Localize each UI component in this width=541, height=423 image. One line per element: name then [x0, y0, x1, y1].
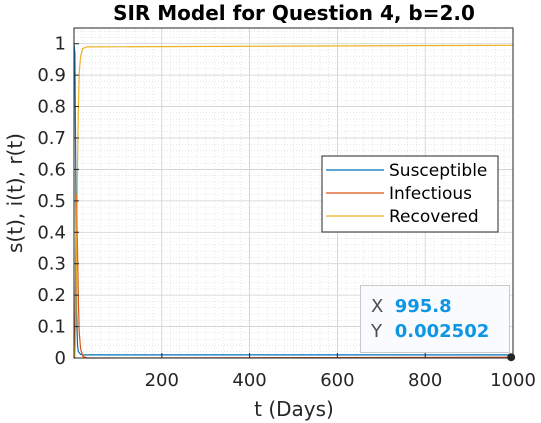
x-axis-label: t (Days): [254, 397, 334, 421]
series-line-susceptible: [73, 43, 513, 356]
y-tick-label: 0.7: [37, 128, 66, 149]
datatip-marker[interactable]: [507, 353, 516, 362]
y-tick-label: 0.6: [37, 159, 66, 180]
x-tick-label: 600: [320, 370, 354, 391]
y-tick-label: 0: [55, 348, 66, 369]
y-tick-label: 0.5: [37, 191, 66, 212]
x-tick-label: 400: [232, 370, 266, 391]
y-tick-label: 0.3: [37, 254, 66, 275]
legend-label: Recovered: [389, 207, 479, 227]
plot-area-border: [73, 27, 514, 359]
y-tick-label: 1: [55, 34, 66, 55]
x-tick-label: 1000: [490, 370, 536, 391]
legend-label: Susceptible: [389, 161, 487, 181]
datatip[interactable]: X 995.8 Y 0.002502: [360, 285, 510, 353]
chart-title: SIR Model for Question 4, b=2.0: [113, 1, 475, 25]
datatip-x-value: 995.8: [394, 296, 452, 317]
y-axis-label: s(t), i(t), r(t): [3, 133, 27, 253]
y-tick-label: 0.9: [37, 65, 66, 86]
x-tick-label: 800: [408, 370, 442, 391]
legend-box: [321, 155, 499, 233]
datatip-x-label: X: [371, 296, 384, 317]
series-line-infectious: [73, 194, 514, 359]
legend-label: Infectious: [389, 184, 472, 204]
y-tick-label: 0.4: [37, 222, 66, 243]
minor-grid: [74, 28, 513, 358]
datatip-y-value: 0.002502: [394, 321, 490, 342]
axis-ticks: 200 400 600 800 1000 0 0.1 0.2 0.3 0.4 0.5 0.6 0.7 0.…: [37, 34, 536, 391]
y-tick-label: 0.1: [37, 317, 66, 338]
y-tick-label: 0.2: [37, 285, 66, 306]
y-tick-label: 0.8: [37, 97, 66, 118]
x-tick-label: 200: [145, 370, 179, 391]
datatip-y-label: Y: [371, 321, 382, 342]
legend[interactable]: Susceptible Infectious Recovered: [321, 155, 499, 233]
